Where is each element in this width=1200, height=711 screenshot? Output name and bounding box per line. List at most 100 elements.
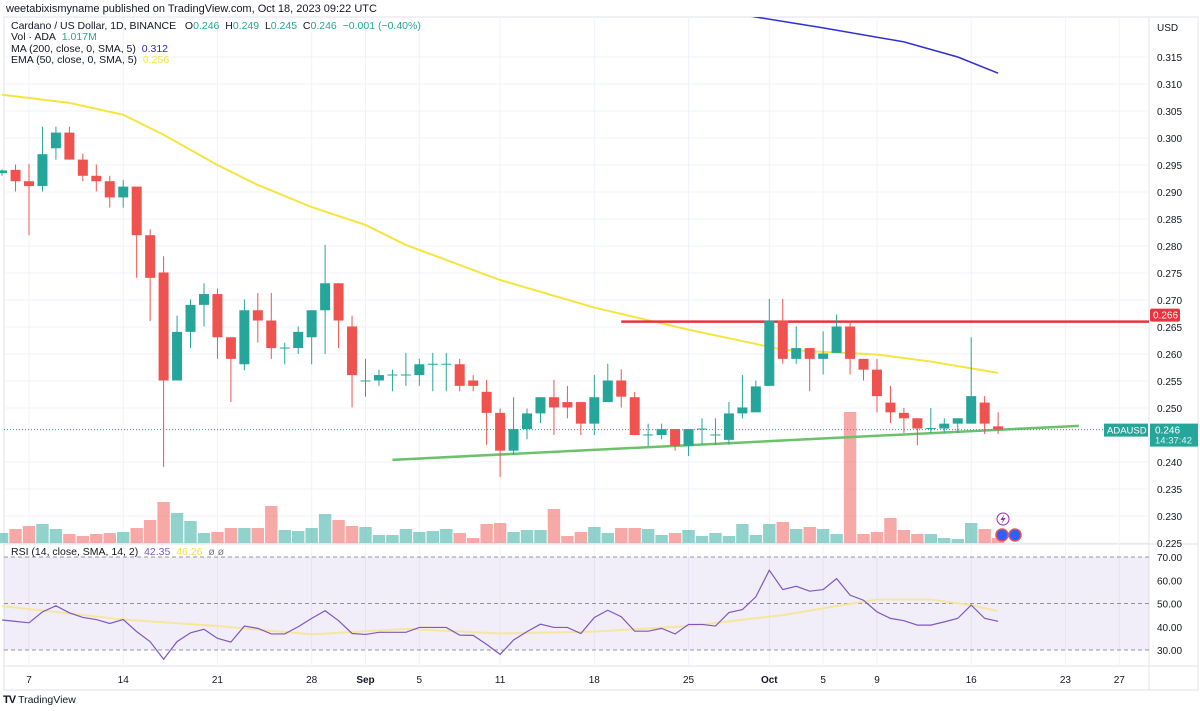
candle[interactable]	[912, 418, 923, 446]
volume-bar	[305, 528, 318, 543]
candle[interactable]	[818, 331, 829, 375]
us-flag-event-icon[interactable]	[995, 528, 1009, 542]
candle[interactable]	[723, 402, 734, 445]
candle[interactable]	[158, 256, 169, 467]
close-label: C	[302, 20, 311, 32]
candle[interactable]	[495, 408, 506, 478]
candle[interactable]	[400, 352, 411, 386]
candle[interactable]	[427, 352, 438, 392]
candle[interactable]	[441, 352, 452, 392]
candle[interactable]	[185, 299, 196, 349]
candle[interactable]	[656, 423, 667, 440]
candle[interactable]	[616, 369, 627, 408]
candle[interactable]	[602, 363, 613, 403]
candle[interactable]	[198, 283, 209, 327]
candle[interactable]	[24, 163, 34, 236]
candle[interactable]	[683, 429, 694, 457]
candle-body	[697, 428, 707, 430]
candle[interactable]	[10, 164, 21, 192]
candle[interactable]	[118, 180, 129, 208]
rsi-label[interactable]: RSI (14, close, SMA, 14, 2)	[11, 546, 139, 558]
candle[interactable]	[225, 337, 236, 403]
candle[interactable]	[145, 229, 156, 322]
candle[interactable]	[670, 429, 681, 451]
candle[interactable]	[629, 391, 640, 435]
ma-label[interactable]: MA (200, close, 0, SMA, 5)	[11, 42, 136, 55]
volume-label[interactable]: Vol · ADA	[11, 31, 56, 44]
lightning-glyph-icon	[1000, 514, 1006, 524]
rsi-sma-line	[1, 598, 999, 636]
candle-body	[145, 235, 156, 278]
candle[interactable]	[373, 369, 384, 386]
candle[interactable]	[952, 418, 963, 433]
candle[interactable]	[266, 292, 277, 359]
candle[interactable]	[172, 315, 183, 381]
candle[interactable]	[979, 396, 990, 434]
candle[interactable]	[522, 408, 533, 440]
open-value: 0.246	[193, 20, 220, 32]
candle[interactable]	[643, 423, 654, 447]
volume-bar	[547, 509, 561, 543]
candle[interactable]	[993, 412, 1004, 434]
candle[interactable]	[804, 348, 815, 392]
candle[interactable]	[939, 418, 950, 433]
currency-box[interactable]	[1150, 18, 1197, 36]
support-trendline[interactable]	[392, 424, 1079, 462]
candle[interactable]	[454, 358, 465, 392]
candle[interactable]	[589, 375, 600, 435]
candle[interactable]	[212, 288, 223, 359]
candle[interactable]	[252, 292, 263, 343]
candle[interactable]	[131, 186, 142, 278]
candle[interactable]	[347, 315, 358, 408]
candle[interactable]	[898, 408, 909, 433]
candle[interactable]	[0, 169, 8, 176]
candle[interactable]	[777, 298, 788, 364]
candle[interactable]	[966, 337, 977, 424]
candle[interactable]	[697, 418, 707, 445]
candle[interactable]	[64, 126, 75, 160]
candle[interactable]	[885, 385, 896, 424]
candle[interactable]	[333, 283, 344, 349]
candle[interactable]	[414, 358, 425, 386]
candle[interactable]	[306, 310, 317, 365]
candle[interactable]	[925, 408, 936, 433]
candle[interactable]	[91, 164, 102, 192]
candle[interactable]	[320, 244, 331, 354]
candle[interactable]	[508, 397, 519, 455]
candle[interactable]	[239, 299, 250, 371]
rsi-value: 42.35	[144, 546, 171, 558]
volume-bar	[965, 523, 978, 543]
ema-label[interactable]: EMA (50, close, 0, SMA, 5)	[11, 53, 138, 66]
candle[interactable]	[293, 326, 304, 354]
candle[interactable]	[481, 379, 492, 445]
volume-bar	[440, 529, 453, 543]
candle[interactable]	[360, 358, 371, 397]
candle[interactable]	[831, 314, 842, 353]
candle[interactable]	[791, 326, 802, 364]
candle[interactable]	[737, 375, 748, 419]
candle[interactable]	[50, 126, 61, 160]
candle[interactable]	[77, 153, 88, 182]
candle[interactable]	[562, 385, 573, 419]
candle-body	[320, 283, 331, 311]
price-tick-label: 0.285	[1157, 215, 1182, 226]
footer-brand[interactable]: TradingView	[18, 694, 76, 706]
candle[interactable]	[387, 369, 398, 392]
us-flag-event-icon[interactable]	[1008, 528, 1022, 542]
candle[interactable]	[575, 402, 586, 435]
candle[interactable]	[468, 375, 479, 392]
candle[interactable]	[104, 175, 115, 208]
symbol-title[interactable]: Cardano / US Dollar, 1D, BINANCE	[11, 20, 177, 32]
candle[interactable]	[750, 380, 761, 413]
candle[interactable]	[871, 358, 882, 413]
candle[interactable]	[764, 298, 775, 386]
candle[interactable]	[548, 379, 559, 435]
candle[interactable]	[535, 397, 546, 424]
candle[interactable]	[710, 418, 721, 445]
candle[interactable]	[279, 342, 290, 365]
price-tick-label: 0.295	[1157, 161, 1182, 172]
candle[interactable]	[845, 321, 856, 375]
candle[interactable]	[37, 126, 48, 192]
candle[interactable]	[858, 358, 869, 381]
